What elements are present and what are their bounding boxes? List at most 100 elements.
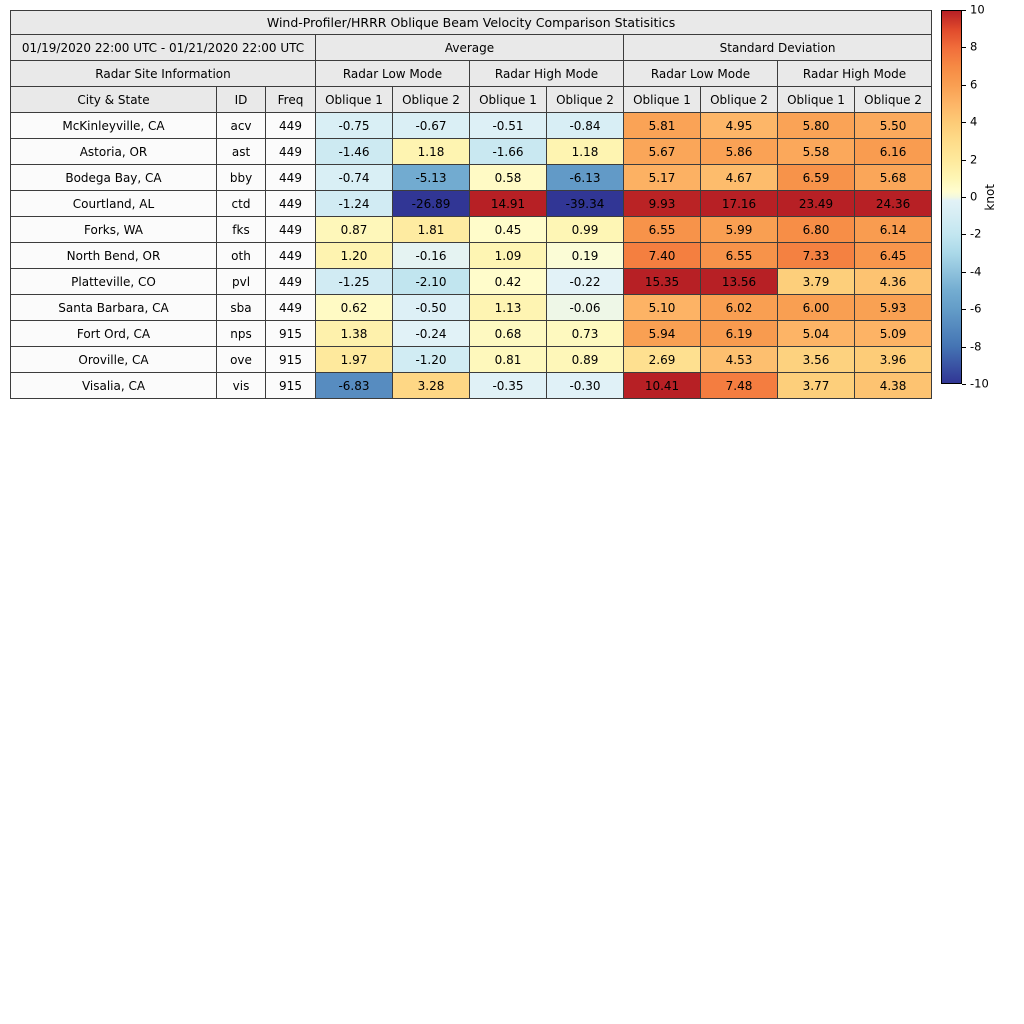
cell-value: 4.36	[853, 268, 933, 295]
col-header-oblique: Oblique 2	[853, 86, 933, 113]
cell-value: 6.16	[853, 138, 933, 165]
mode-header-avg-low: Radar Low Mode	[315, 60, 470, 87]
cell-value: 5.80	[777, 112, 855, 139]
cell-value: 3.28	[392, 372, 470, 399]
cell-city: Oroville, CA	[10, 346, 217, 373]
colorbar-tick	[962, 384, 966, 385]
colorbar-tick	[962, 271, 966, 273]
cell-id: nps	[216, 320, 266, 347]
cell-value: 5.09	[853, 320, 933, 347]
cell-value: -0.35	[469, 372, 547, 399]
cell-value: 6.14	[853, 216, 933, 243]
cell-value: 6.02	[700, 294, 778, 321]
table-row: Oroville, CA ove 915 1.97 -1.20 0.81 0.89 2.69 4…	[10, 346, 933, 373]
cell-value: 5.68	[853, 164, 933, 191]
cell-value: 2.69	[623, 346, 701, 373]
cell-freq: 915	[265, 346, 316, 373]
col-header-oblique: Oblique 1	[315, 86, 393, 113]
cell-value: 6.55	[623, 216, 701, 243]
cell-value: 7.33	[777, 242, 855, 269]
mode-header-std-high: Radar High Mode	[776, 60, 933, 87]
cell-value: 1.18	[392, 138, 470, 165]
cell-value: -1.25	[315, 268, 393, 295]
cell-value: 9.93	[623, 190, 701, 217]
cell-value: 0.58	[469, 164, 547, 191]
cell-city: McKinleyville, CA	[10, 112, 217, 139]
col-header-freq: Freq	[265, 86, 316, 113]
cell-value: -0.30	[546, 372, 624, 399]
colorbar-tick	[962, 10, 966, 11]
col-header-oblique: Oblique 1	[623, 86, 701, 113]
cell-value: 1.18	[546, 138, 624, 165]
cell-value: 1.97	[315, 346, 393, 373]
group-header-row: 01/19/2020 22:00 UTC - 01/21/2020 22:00 …	[10, 34, 933, 61]
cell-freq: 449	[265, 164, 316, 191]
cell-value: 6.19	[700, 320, 778, 347]
cell-value: 1.13	[469, 294, 547, 321]
cell-value: -6.13	[546, 164, 624, 191]
chart-title: Wind-Profiler/HRRR Oblique Beam Velocity…	[9, 10, 933, 35]
cell-value: -0.24	[392, 320, 470, 347]
table-row: Fort Ord, CA nps 915 1.38 -0.24 0.68 0.73 5.94 6…	[10, 320, 933, 347]
table-row: Courtland, AL ctd 449 -1.24 -26.89 14.91 -39.3…	[10, 190, 933, 217]
cell-value: 0.73	[546, 320, 624, 347]
cell-value: 0.45	[469, 216, 547, 243]
cell-value: -0.74	[315, 164, 393, 191]
cell-value: 5.81	[623, 112, 701, 139]
cell-value: 5.86	[700, 138, 778, 165]
date-range: 01/19/2020 22:00 UTC - 01/21/2020 22:00 …	[10, 34, 316, 61]
cell-city: Visalia, CA	[10, 372, 217, 399]
cell-value: 6.00	[777, 294, 855, 321]
cell-id: fks	[216, 216, 266, 243]
cell-city: Fort Ord, CA	[10, 320, 217, 347]
cell-value: -1.20	[392, 346, 470, 373]
cell-value: 17.16	[700, 190, 778, 217]
cell-value: 1.38	[315, 320, 393, 347]
cell-value: 4.53	[700, 346, 778, 373]
table-row: Bodega Bay, CA bby 449 -0.74 -5.13 0.58 -6.13 5…	[10, 164, 933, 191]
cell-value: 5.99	[700, 216, 778, 243]
cell-value: 5.04	[777, 320, 855, 347]
cell-id: acv	[216, 112, 266, 139]
col-header-oblique: Oblique 2	[392, 86, 470, 113]
table-row: Platteville, CO pvl 449 -1.25 -2.10 0.42 -0.22…	[10, 268, 933, 295]
cell-value: 6.45	[853, 242, 933, 269]
cell-city: Bodega Bay, CA	[10, 164, 217, 191]
cell-value: -1.24	[315, 190, 393, 217]
colorbar-tick-label: -10	[970, 376, 989, 391]
colorbar-tick-label: -6	[970, 301, 982, 316]
cell-city: North Bend, OR	[10, 242, 217, 269]
cell-freq: 449	[265, 294, 316, 321]
cell-value: 5.94	[623, 320, 701, 347]
mode-header-std-low: Radar Low Mode	[623, 60, 778, 87]
cell-value: -1.66	[469, 138, 547, 165]
colorbar-tick-label: 2	[970, 151, 978, 166]
cell-value: -0.51	[469, 112, 547, 139]
cell-city: Courtland, AL	[10, 190, 217, 217]
table-row: North Bend, OR oth 449 1.20 -0.16 1.09 0.19 7.4…	[10, 242, 933, 269]
col-header-id: ID	[216, 86, 266, 113]
cell-value: 1.09	[469, 242, 547, 269]
table-row: Visalia, CA vis 915 -6.83 3.28 -0.35 -0.30 10.4…	[10, 372, 933, 399]
table-row: Astoria, OR ast 449 -1.46 1.18 -1.66 1.18 5.67 5…	[10, 138, 933, 165]
cell-value: 6.55	[700, 242, 778, 269]
colorbar-tick-label: 10	[970, 2, 985, 17]
cell-value: -39.34	[546, 190, 624, 217]
cell-city: Forks, WA	[10, 216, 217, 243]
colorbar-tick-label: -8	[970, 338, 982, 353]
cell-value: 0.19	[546, 242, 624, 269]
cell-value: 15.35	[623, 268, 701, 295]
table-row: Forks, WA fks 449 0.87 1.81 0.45 0.99 6.55 5.99 6…	[10, 216, 933, 243]
cell-id: ctd	[216, 190, 266, 217]
colorbar-tick	[962, 84, 966, 86]
cell-value: 4.38	[853, 372, 933, 399]
colorbar-tick-label: 6	[970, 77, 978, 92]
cell-value: 5.58	[777, 138, 855, 165]
table-row: McKinleyville, CA acv 449 -0.75 -0.67 -0.51 -0…	[10, 112, 933, 139]
col-header-oblique: Oblique 2	[546, 86, 624, 113]
cell-value: 23.49	[777, 190, 855, 217]
cell-freq: 449	[265, 112, 316, 139]
title-row: Wind-Profiler/HRRR Oblique Beam Velocity…	[9, 10, 933, 35]
cell-value: 0.42	[469, 268, 547, 295]
